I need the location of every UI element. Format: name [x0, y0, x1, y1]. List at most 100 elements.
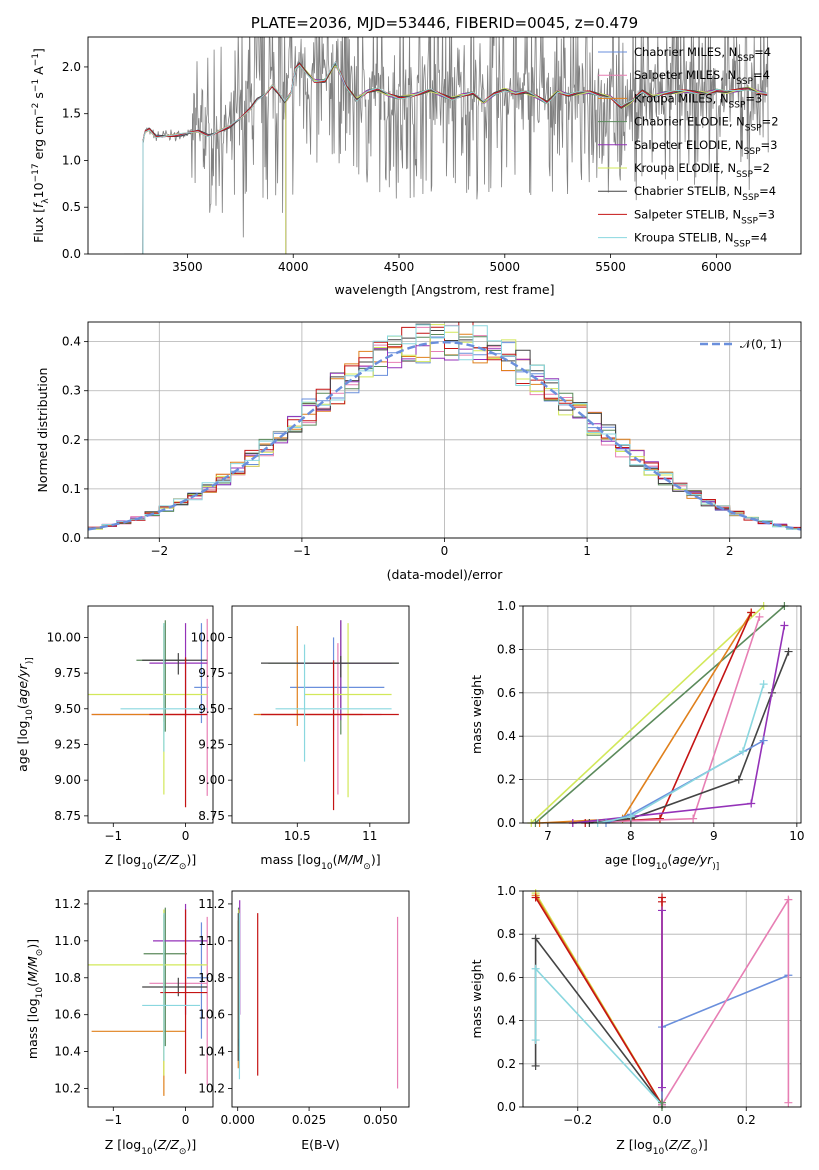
- x-tick-label: 0.050: [363, 1113, 397, 1127]
- y-tick-label: 0.2: [497, 1057, 516, 1071]
- legend-label: Kroupa ELODIE, NSSP=2: [634, 161, 770, 180]
- weight-point-marker: [759, 680, 768, 689]
- y-tick-label: 0.1: [62, 482, 81, 496]
- x-tick-label: −1: [293, 544, 311, 558]
- x-axis-label: age [log10(age/yr)]: [605, 852, 720, 872]
- y-tick-label: 11.0: [54, 934, 81, 948]
- mass_vs_Z-panel: −1 0 10.2 10.4 10.6 10.8 11.0 11.2 Z [log10(Z/Z⊙…: [25, 890, 214, 1157]
- weight-line-salpeter-elodie: [572, 625, 786, 823]
- weight-point-marker: [658, 906, 666, 915]
- weight-point-marker: [780, 621, 789, 630]
- y-tick-label: 10.00: [191, 630, 225, 644]
- weight-point-marker: [747, 608, 756, 617]
- x-tick-label: 0.0: [652, 1113, 671, 1127]
- legend-label: Kroupa MILES, NSSP=3: [634, 91, 762, 110]
- y-tick-label: 9.50: [54, 702, 81, 716]
- x-tick-label: 10: [789, 829, 804, 843]
- axes-frame: [522, 890, 802, 1108]
- y-tick-label: 0.4: [497, 1014, 516, 1028]
- x-tick-label: −2: [150, 544, 168, 558]
- weight-point-marker: [626, 812, 635, 821]
- weight-line-chabrier-elodie: [534, 606, 785, 823]
- y-axis-label: Flux [fλ10−17 erg cm−2 s−1 A−1]: [31, 48, 51, 243]
- x-tick-label: 10.5: [284, 829, 311, 843]
- weight-point-marker: [658, 1098, 666, 1107]
- legend-label: Salpeter MILES, NSSP=4: [634, 68, 770, 87]
- spectrum-legend: Chabrier MILES, NSSP=4 Salpeter MILES, NS…: [598, 45, 779, 250]
- weight_vs_Z-panel: −0.2 0.0 0.2 0.0 0.2 0.4 0.6 0.8 1.0 Z [log10(Z/Z…: [469, 884, 802, 1157]
- y-tick-label: 0.5: [62, 200, 81, 214]
- legend-label: Chabrier ELODIE, NSSP=2: [634, 115, 779, 134]
- x-tick-label: 0: [441, 544, 449, 558]
- x-tick-label: −1: [104, 829, 122, 843]
- age_vs_Z-panel: −1 0 8.75 9.00 9.25 9.50 9.75 10.00 Z [log10(Z/Z…: [15, 605, 214, 872]
- x-tick-label: −1: [104, 1113, 122, 1127]
- weight-line-kroupa-elodie: [530, 606, 765, 823]
- weight-point-marker: [531, 934, 540, 943]
- y-tick-label: 1.0: [497, 599, 516, 613]
- y-tick-label: 9.00: [54, 773, 81, 787]
- y-tick-label: 0.2: [497, 773, 516, 787]
- y-tick-label: 10.2: [198, 1082, 225, 1096]
- x-axis-label: Z [log10(Z/Z⊙)]: [105, 852, 196, 872]
- weight-point-marker: [759, 736, 768, 745]
- model-line-kroupa-stelib: [142, 61, 768, 254]
- y-tick-label: 10.2: [54, 1082, 81, 1096]
- y-tick-label: 9.25: [198, 737, 225, 751]
- legend-label: Kroupa STELIB, NSSP=4: [634, 231, 767, 250]
- x-tick-label: 3500: [172, 260, 203, 274]
- y-tick-label: 10.8: [54, 971, 81, 985]
- y-tick-label: 10.8: [198, 971, 225, 985]
- y-tick-label: 8.75: [198, 809, 225, 823]
- x-axis-label: E(B-V): [301, 1137, 340, 1152]
- weight-point-marker: [531, 1061, 540, 1070]
- x-axis-label: Z [log10(Z/Z⊙)]: [105, 1137, 196, 1157]
- y-tick-label: 0.0: [62, 531, 81, 545]
- y-tick-label: 0.0: [62, 247, 81, 261]
- x-axis-label: mass [log10(M/M⊙)]: [260, 852, 380, 872]
- x-tick-label: 8: [627, 829, 635, 843]
- x-tick-label: 7: [544, 829, 552, 843]
- y-tick-label: 9.00: [198, 773, 225, 787]
- x-tick-label: 9: [710, 829, 718, 843]
- y-tick-label: 0.4: [62, 335, 81, 349]
- x-tick-label: 0.2: [737, 1113, 756, 1127]
- weight-line-kroupa-stelib: [597, 683, 765, 823]
- y-tick-label: 9.50: [198, 702, 225, 716]
- y-tick-label: 10.4: [198, 1045, 225, 1059]
- y-tick-label: 0.0: [497, 816, 516, 830]
- y-tick-label: 1.0: [62, 153, 81, 167]
- weight-point-marker: [784, 895, 793, 904]
- gaussian-curve: [87, 340, 802, 531]
- weight-line-chabrier-stelib: [589, 651, 790, 823]
- x-axis-label: Z [log10(Z/Z⊙)]: [616, 1137, 707, 1157]
- axes-frame: [522, 605, 802, 824]
- y-tick-label: 0.0: [497, 1100, 516, 1114]
- model-line-salpeter-stelib: [142, 60, 768, 254]
- legend-label: Chabrier STELIB, NSSP=4: [634, 184, 776, 203]
- legend-label: Salpeter STELIB, NSSP=3: [634, 207, 775, 226]
- axes-frame: [87, 36, 802, 255]
- y-tick-label: 1.5: [62, 107, 81, 121]
- x-tick-label: 5500: [595, 260, 626, 274]
- x-tick-label: 4000: [278, 260, 309, 274]
- weight-point-marker: [531, 893, 540, 902]
- weight-point-marker: [655, 814, 664, 823]
- y-tick-label: 0.3: [62, 384, 81, 398]
- y-tick-label: 9.75: [198, 666, 225, 680]
- y-tick-label: 0.6: [497, 686, 516, 700]
- x-tick-label: 4500: [384, 260, 415, 274]
- y-tick-label: 0.4: [497, 729, 516, 743]
- weight-line-salpeter-miles: [661, 896, 790, 1106]
- weight-point-marker: [734, 775, 743, 784]
- y-tick-label: 8.75: [54, 809, 81, 823]
- legend-label: 𝒩(0, 1): [740, 337, 782, 351]
- y-tick-label: 10.4: [54, 1045, 81, 1059]
- model-line-salpeter-elodie: [285, 64, 767, 254]
- weight-line-salpeter-miles: [572, 616, 761, 823]
- residuals-panel: −2 −1 0 1 2 0.0 0.1 0.2 0.3 0.4 𝒩(0, 1) (data-model…: [35, 321, 802, 582]
- x-tick-label: 0.025: [292, 1113, 326, 1127]
- x-tick-label: 11: [362, 829, 377, 843]
- x-tick-label: 0: [182, 1113, 190, 1127]
